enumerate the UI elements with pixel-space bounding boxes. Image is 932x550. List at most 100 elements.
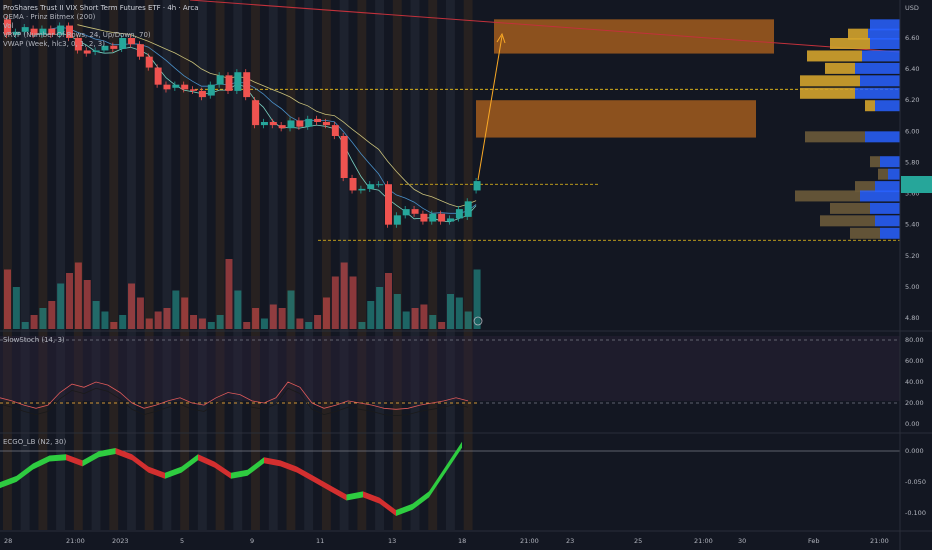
ecgo-segment <box>231 469 248 479</box>
volume-bars <box>4 259 481 329</box>
candle-body <box>287 120 295 129</box>
session-band <box>428 0 438 530</box>
ecgo-segment <box>264 457 281 467</box>
volume-profile-row-up <box>807 50 862 62</box>
candle-body <box>154 67 162 85</box>
candle-body <box>83 50 91 54</box>
ecgo-segment <box>148 466 165 479</box>
session-band <box>162 0 172 530</box>
price-tick-label: 5.00 <box>905 283 919 291</box>
ecgo-segment <box>165 466 182 479</box>
price-tick-label: 4.80 <box>905 314 919 322</box>
annotations <box>473 32 506 326</box>
volume-bar <box>340 262 348 329</box>
volume-profile-row-down <box>875 100 900 112</box>
session-band <box>197 0 207 530</box>
candle-body <box>260 122 268 126</box>
candle-body <box>57 25 65 35</box>
session-band <box>180 0 190 530</box>
time-tick-label: 13 <box>388 537 396 545</box>
ecgo-segment <box>198 454 215 468</box>
ecgo-segment <box>181 454 198 473</box>
volume-bar <box>119 315 127 329</box>
volume-bar <box>314 315 322 329</box>
candle-body <box>119 38 127 49</box>
volume-bar <box>225 259 233 329</box>
candle-body <box>21 27 29 32</box>
volume-profile-row-down <box>855 87 900 99</box>
ecgo-tick-label: -0.050 <box>905 478 926 486</box>
ecgo-segment <box>396 503 413 516</box>
volume-bar <box>402 311 410 329</box>
volume-bar <box>12 287 20 329</box>
legend-qema: QEMA · Prinz Bitmex (200) <box>3 13 96 21</box>
trendline <box>189 0 901 53</box>
ecgo-segment <box>412 491 429 510</box>
candle-body <box>269 122 277 126</box>
price-tick-label: 5.60 <box>905 190 919 198</box>
candle-body <box>473 181 481 191</box>
candle-body <box>74 38 82 51</box>
ecgo-segment <box>214 461 231 479</box>
candle-body <box>225 75 233 91</box>
session-band <box>446 0 455 530</box>
session-band <box>3 0 12 530</box>
stoch-d-line <box>0 387 469 417</box>
volume-bar <box>66 273 74 329</box>
volume-bar <box>74 262 82 329</box>
session-band <box>286 0 296 530</box>
candle-body <box>278 125 286 129</box>
candle-body <box>198 90 206 98</box>
ecgo-segment <box>313 475 330 492</box>
candle-body <box>66 25 74 38</box>
volume-profile-row-down <box>855 62 900 74</box>
time-tick-label: 21:00 <box>870 537 889 545</box>
volume-profile-row-up <box>865 100 875 112</box>
volume-bar <box>172 290 180 329</box>
chart-legend: ProShares Trust II VIX Short Term Future… <box>3 4 199 49</box>
candle-body <box>207 84 215 96</box>
session-band <box>144 0 154 530</box>
ma-line-1 <box>77 24 477 208</box>
volume-profile-row-up <box>870 156 880 168</box>
candle-body <box>384 184 392 225</box>
candle-body <box>128 38 136 45</box>
volume-bar <box>48 301 56 329</box>
volume-bar <box>163 308 171 329</box>
session-band <box>304 0 314 530</box>
volume-profile-row-down <box>875 215 900 227</box>
ecgo-segment <box>132 454 149 473</box>
volume-bar <box>234 290 242 329</box>
volume-bar <box>420 304 428 329</box>
volume-bar <box>216 315 224 329</box>
volume-profile-row-down <box>870 19 900 31</box>
volume-profile-row-up <box>850 227 880 239</box>
candle-body <box>331 125 339 136</box>
candle-body <box>411 209 419 214</box>
price-tick-label: 5.20 <box>905 252 919 260</box>
volume-bar <box>101 311 109 329</box>
candle-body <box>464 201 472 217</box>
projection-arrow <box>477 35 503 181</box>
candle-body <box>314 118 322 122</box>
volume-profile-row-down <box>870 38 900 49</box>
ecgo-segment <box>280 460 297 473</box>
candle-body <box>110 45 118 49</box>
candle-body <box>4 19 11 35</box>
volume-profile-row-down <box>888 168 900 180</box>
time-tick-label: 21:00 <box>66 537 85 545</box>
ecgo-tick-label: -0.100 <box>905 509 926 517</box>
volume-bar <box>429 315 437 329</box>
candles <box>4 16 481 228</box>
ecgo-pane <box>0 441 900 516</box>
session-band <box>56 0 66 530</box>
horizontal-levels <box>195 88 900 241</box>
stoch-pane-label: SlowStoch (14, 3) <box>3 336 65 344</box>
volume-profile <box>795 19 900 239</box>
time-tick-label: 18 <box>458 537 466 545</box>
session-band <box>357 0 367 530</box>
candle-body <box>447 218 454 222</box>
volume-bar <box>358 322 366 329</box>
session-band <box>38 0 48 530</box>
